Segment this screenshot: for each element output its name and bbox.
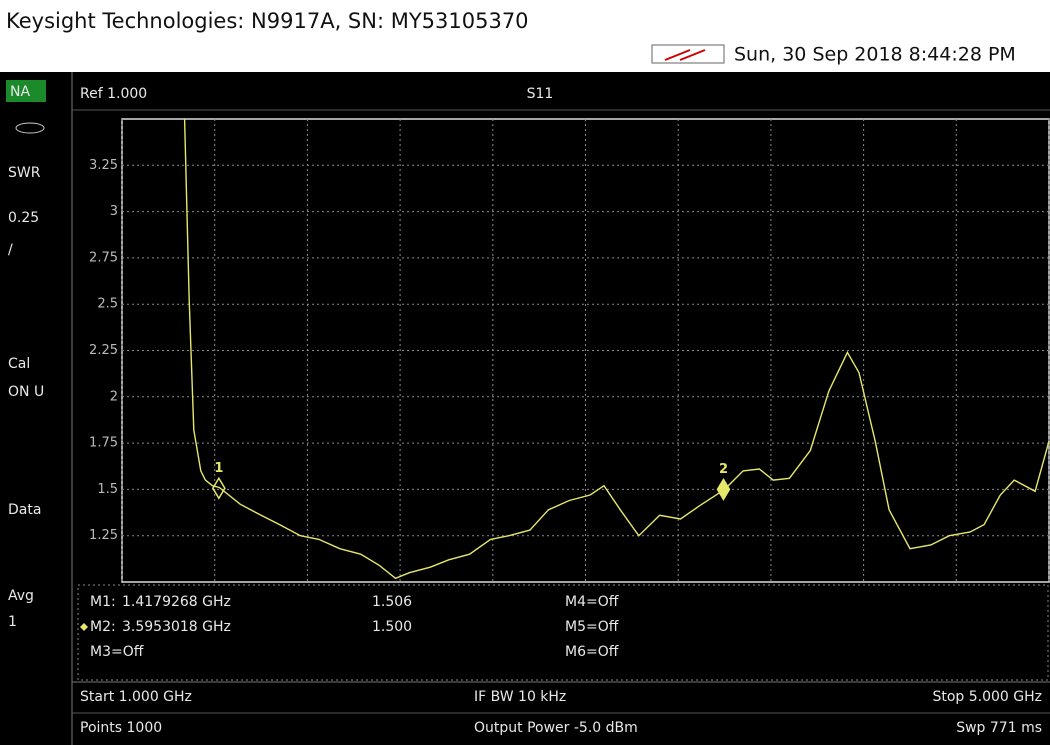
marker-off: M4=Off [565,594,619,610]
side-panel [0,72,72,745]
datetime: Sun, 30 Sep 2018 8:44:28 PM [734,44,1016,66]
battery-charge [664,49,706,61]
stop-freq: Stop 5.000 GHz [932,689,1042,705]
y-tick-label: 3 [110,204,118,219]
start-freq: Start 1.000 GHz [80,689,192,705]
marker-freq: 3.5953018 GHz [122,619,231,635]
plot: 1.25 1.5 1.75 2 2.25 2.5 2.75 3 3.25 1 2 [89,118,1050,582]
reference: Ref 1.000 [80,86,147,102]
points: Points 1000 [80,720,162,736]
y-tick-label: 1.5 [97,482,118,497]
y-tick-label: 2.5 [97,297,118,312]
title-bar [0,0,1050,72]
marker-diamond [716,477,731,501]
marker-off: M6=Off [565,644,619,660]
marker-off: M3=Off [90,644,144,660]
marker-number: 2 [719,462,728,477]
avg: Avg [8,588,34,604]
y-tick-label: 2.75 [89,250,118,265]
marker-table [77,584,1049,681]
marker-diamond [211,476,226,500]
marker-number: 1 [214,461,223,476]
sweep-time: Swp 771 ms [956,720,1042,736]
marker-rows: M1: 1.4179268 GHz 1.506 M2: 3.5953018 GHz 1.5… [80,594,619,660]
marker-name: M1: [90,594,116,610]
if-bandwidth: IF BW 10 kHz [474,689,566,705]
window-title: Keysight Technologies: N9917A, SN: MY531… [6,9,529,33]
trace-name: S11 [527,86,554,102]
battery-icon [651,44,725,64]
avg-count: 1 [8,614,17,630]
scale: 0.25 [8,210,39,226]
active-marker [80,623,88,631]
mode-badge [6,80,46,102]
trace-icon [15,122,45,134]
marker-value: 1.506 [372,594,412,610]
cal: Cal [8,356,30,372]
mode: NA [10,84,30,100]
y-tick-label: 2 [110,389,118,404]
trace-line [183,118,1050,580]
scale-unit: / [8,242,13,258]
y-tick-label: 2.25 [89,343,118,358]
y-tick-label: 1.75 [89,436,118,451]
marker-freq: 1.4179268 GHz [122,594,231,610]
cal-state: ON U [8,384,44,400]
trace-type: Data [8,502,41,518]
y-tick-label: 1.25 [89,528,118,543]
marker-name: M2: [90,619,116,635]
marker-off: M5=Off [565,619,619,635]
marker-value: 1.500 [372,619,412,635]
format: SWR [8,165,41,181]
output-power: Output Power -5.0 dBm [474,720,638,736]
y-tick-label: 3.25 [89,158,118,173]
